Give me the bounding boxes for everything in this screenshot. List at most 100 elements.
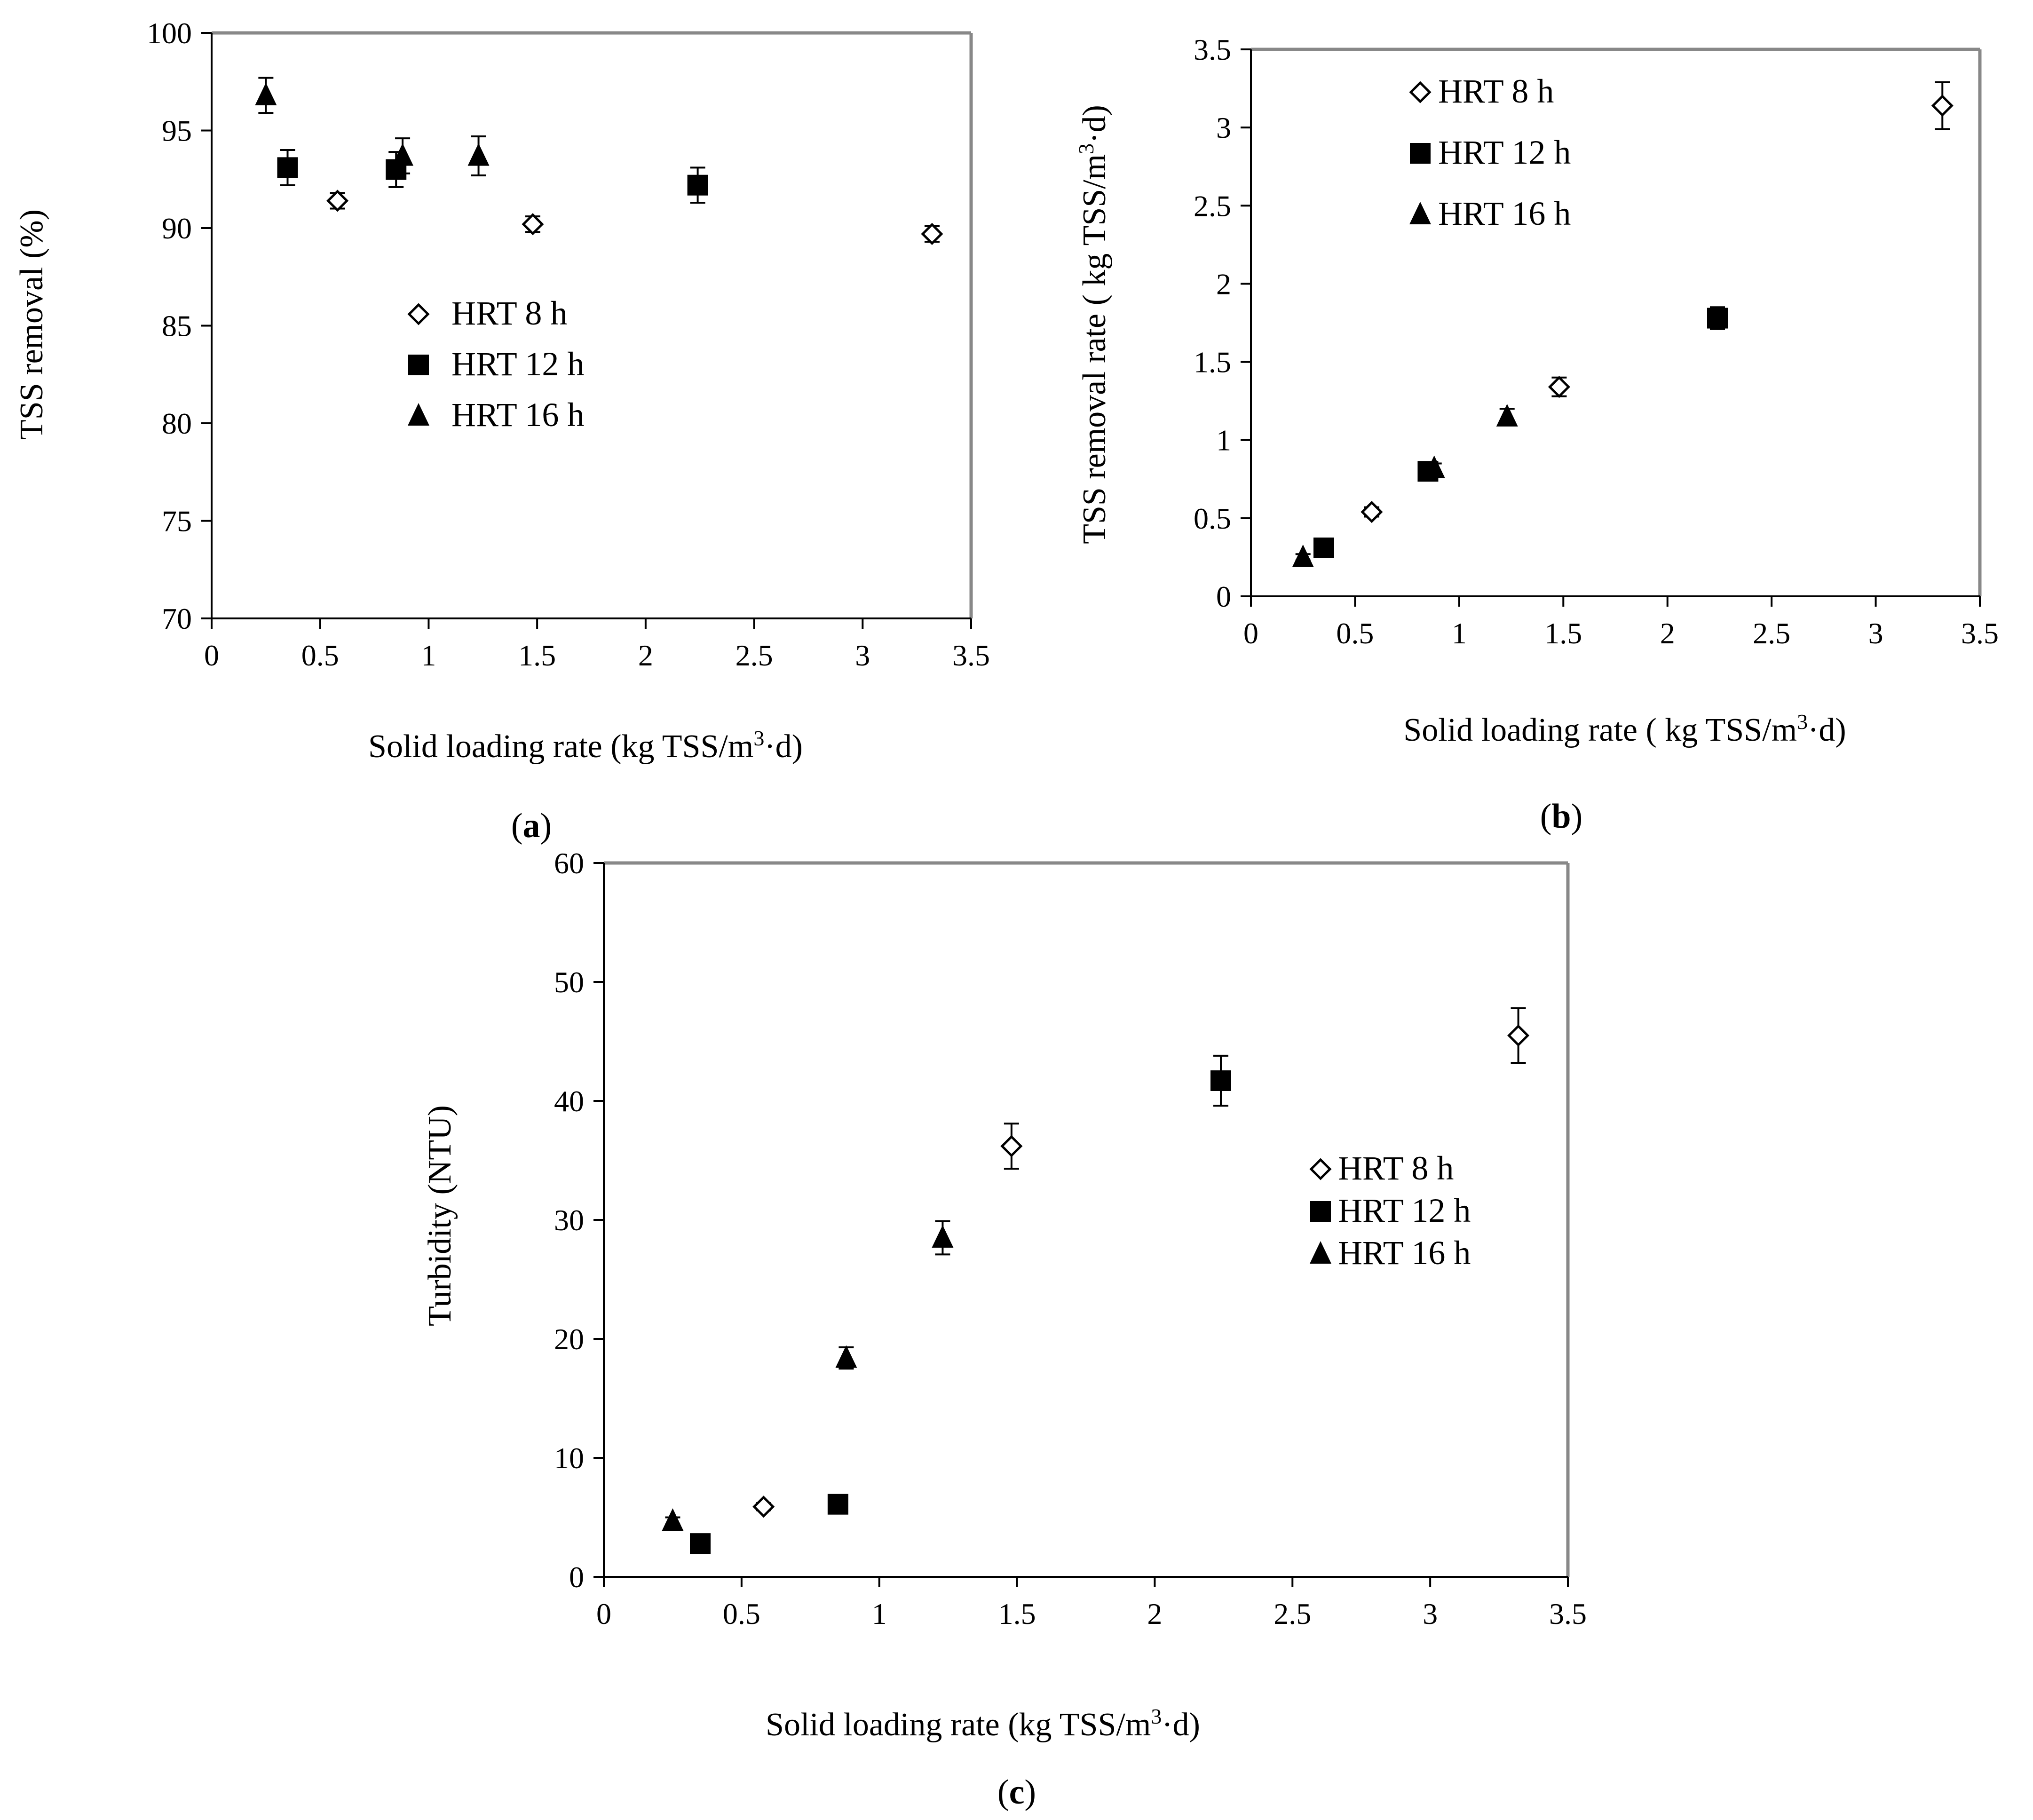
y-axis-label: Turbidity (NTU) (422, 1105, 458, 1326)
data-marker-diamond-open (326, 190, 349, 212)
x-tick-label: 2 (1660, 617, 1675, 650)
legend-label: HRT 8 h (1338, 1149, 1454, 1187)
y-tick-label: 85 (162, 309, 192, 343)
y-tick-label: 40 (554, 1084, 584, 1118)
x-axis-label: Solid loading rate (kg TSS/m3·d) (766, 1704, 1200, 1743)
y-tick-label: 1.5 (1194, 346, 1231, 379)
data-marker-diamond-open (921, 222, 943, 245)
data-point (1423, 455, 1445, 478)
data-marker-square-filled (1707, 308, 1728, 329)
data-marker-square-filled (1313, 537, 1334, 558)
data-marker-triangle-filled (1423, 455, 1445, 478)
y-tick-label: 60 (554, 847, 584, 880)
data-marker-triangle-filled (662, 1508, 684, 1531)
legend-label: HRT 8 h (1438, 72, 1554, 110)
x-tick-label: 1.5 (998, 1597, 1036, 1630)
y-tick-label: 2 (1216, 267, 1231, 301)
legend-marker-diamond-open (1409, 81, 1432, 103)
data-marker-diamond-open (1361, 501, 1383, 523)
x-tick-label: 2.5 (736, 639, 773, 672)
y-axis-label: TSS removal rate ( kg TSS/m3·d) (1074, 105, 1113, 544)
data-marker-triangle-filled (1292, 544, 1314, 567)
legend-label: HRT 12 h (1338, 1192, 1471, 1229)
data-point (932, 1220, 954, 1256)
data-marker-square-filled (827, 1494, 848, 1515)
data-point (1000, 1123, 1023, 1170)
legend-marker-diamond-open (1309, 1158, 1332, 1180)
data-point (277, 149, 298, 186)
y-tick-label: 3 (1216, 111, 1231, 144)
x-tick-label: 3.5 (952, 639, 990, 672)
data-point (1931, 81, 1954, 130)
y-tick-label: 0 (1216, 580, 1231, 613)
y-tick-label: 50 (554, 965, 584, 999)
legend-marker-square-filled (408, 355, 429, 375)
x-tick-label: 1 (421, 639, 436, 672)
data-marker-square-filled (687, 174, 708, 196)
y-tick-label: 3.5 (1194, 33, 1231, 66)
x-tick-label: 1 (872, 1597, 887, 1630)
legend-marker-square-filled (1310, 1201, 1331, 1222)
panel-label: (c) (997, 1773, 1036, 1812)
data-marker-triangle-filled (255, 82, 277, 105)
x-tick-label: 3 (1423, 1597, 1438, 1630)
legend-label: HRT 16 h (451, 396, 584, 434)
data-marker-diamond-open (752, 1496, 775, 1518)
data-point (921, 222, 943, 245)
y-axis-label: TSS removal (%) (14, 209, 50, 440)
data-point (1313, 537, 1334, 558)
data-marker-triangle-filled (467, 143, 490, 166)
legend-label: HRT 16 h (1438, 195, 1571, 232)
y-tick-label: 75 (162, 505, 192, 538)
x-tick-label: 3 (1868, 617, 1883, 650)
y-tick-label: 70 (162, 602, 192, 635)
y-tick-label: 80 (162, 407, 192, 440)
data-point (467, 135, 490, 176)
x-tick-label: 1.5 (518, 639, 556, 672)
y-tick-label: 100 (147, 16, 192, 50)
data-marker-diamond-open (1507, 1024, 1530, 1047)
data-marker-square-filled (277, 157, 298, 178)
legend-label: HRT 12 h (1438, 134, 1571, 171)
data-point (687, 166, 708, 204)
legend-marker-triangle-filled (408, 403, 429, 426)
data-point (1361, 501, 1383, 523)
legend-marker-triangle-filled (1310, 1241, 1331, 1264)
legend-label: HRT 12 h (451, 345, 584, 383)
data-point (392, 137, 414, 174)
x-tick-label: 0 (1243, 617, 1258, 650)
data-point (752, 1496, 775, 1518)
y-tick-label: 90 (162, 212, 192, 245)
data-point (1507, 1007, 1530, 1064)
data-point (690, 1533, 711, 1554)
data-marker-triangle-filled (392, 143, 414, 166)
legend: HRT 8 h HRT 12 h HRT 16 h (407, 294, 584, 434)
data-point (326, 190, 349, 212)
y-tick-label: 0.5 (1194, 502, 1231, 535)
data-point (835, 1345, 857, 1370)
y-tick-label: 0 (569, 1560, 584, 1594)
x-tick-label: 1.5 (1544, 617, 1582, 650)
x-axis-label: Solid loading rate (kg TSS/m3·d) (368, 726, 803, 765)
y-tick-label: 30 (554, 1203, 584, 1237)
data-marker-triangle-filled (1496, 404, 1518, 427)
panel-label: (a) (511, 807, 552, 845)
x-tick-label: 3 (855, 639, 870, 672)
legend-label: HRT 16 h (1338, 1234, 1471, 1272)
x-tick-label: 2 (638, 639, 653, 672)
data-marker-diamond-open (1931, 95, 1954, 117)
legend-marker-diamond-open (407, 303, 430, 325)
x-tick-label: 0.5 (1336, 617, 1374, 650)
y-tick-label: 2.5 (1194, 189, 1231, 222)
data-marker-diamond-open (1548, 376, 1570, 398)
legend: HRT 8 h HRT 12 h HRT 16 h (1309, 1149, 1471, 1272)
data-point (1707, 306, 1728, 330)
data-marker-diamond-open (1000, 1135, 1023, 1157)
data-marker-square-filled (1210, 1070, 1231, 1091)
legend-label: HRT 8 h (451, 294, 567, 332)
data-point (827, 1494, 848, 1515)
data-point (1210, 1054, 1231, 1107)
y-tick-label: 20 (554, 1322, 584, 1356)
data-point (662, 1508, 684, 1531)
